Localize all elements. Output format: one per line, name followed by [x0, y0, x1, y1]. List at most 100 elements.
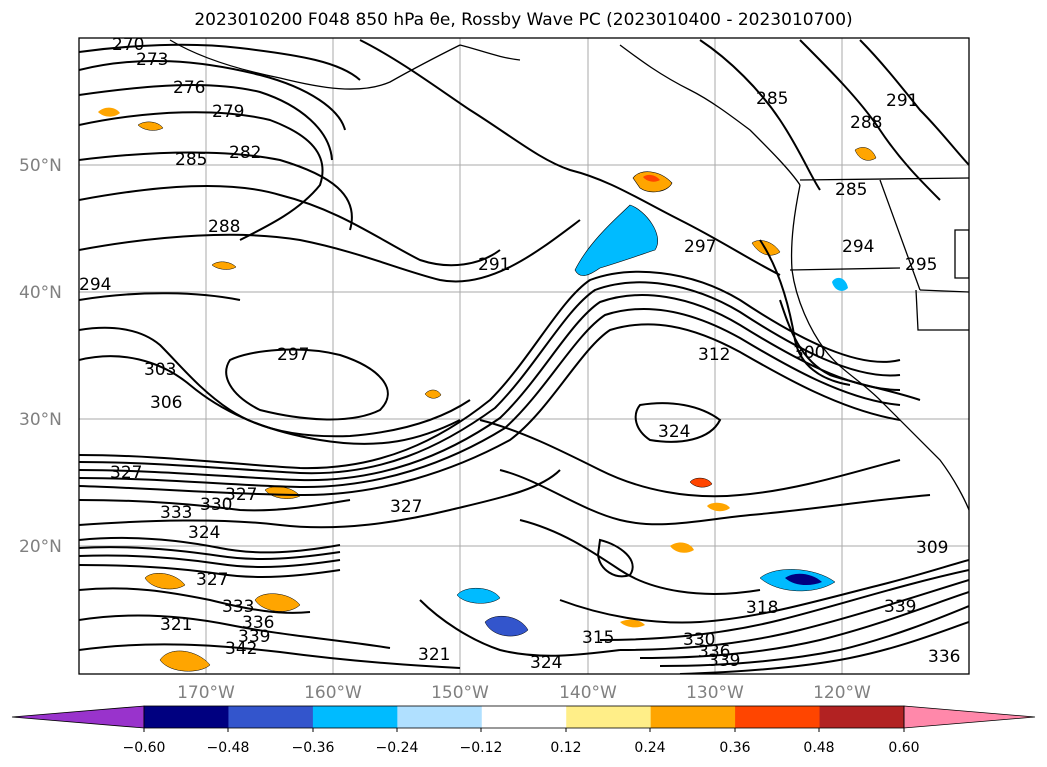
negative-anomaly-patch [484, 615, 529, 637]
contour-label: 330 [683, 630, 715, 650]
colorbar-tick-label: −0.24 [376, 740, 419, 756]
longitude-label: 120°W [813, 683, 871, 703]
contour-label: 342 [225, 639, 257, 659]
colorbar: −0.60 −0.48 −0.36 −0.24 −0.12 0.12 0.24 0.36 0.4… [11, 705, 1036, 756]
latitude-label: 50°N [19, 156, 62, 176]
negative-anomaly-patch [574, 204, 658, 276]
contour-label: 336 [698, 642, 730, 662]
contour-label: 315 [582, 628, 614, 648]
contour-label: 321 [160, 615, 192, 635]
theta-e-contours [79, 39, 969, 674]
contour-label: 339 [884, 597, 916, 617]
colorbar-tick-label: 0.60 [888, 740, 919, 756]
contour-label: 285 [835, 180, 867, 200]
positive-anomaly-patch [424, 389, 442, 399]
positive-anomaly-patch [632, 171, 673, 193]
colorbar-extend-max [903, 705, 1036, 729]
contour-label: 300 [793, 343, 825, 363]
contour-label: 276 [173, 78, 205, 98]
contour-label: 297 [277, 345, 309, 365]
longitude-label: 160°W [304, 683, 362, 703]
contour-label: 270 [112, 35, 144, 55]
longitude-axis: 170°W 160°W 150°W 140°W 130°W 120°W [177, 683, 871, 703]
positive-anomaly-patch [211, 261, 237, 270]
contour-label: 327 [110, 463, 142, 483]
colorbar-tick-label: 0.12 [550, 740, 581, 756]
positive-anomaly-patch [643, 174, 660, 182]
contour-label: 282 [229, 143, 261, 163]
colorbar-segment [650, 706, 736, 728]
contour-label: 336 [928, 647, 960, 667]
contour-label: 327 [196, 570, 228, 590]
coastlines [169, 39, 969, 511]
colorbar-segment [144, 706, 229, 728]
longitude-label: 130°W [686, 683, 744, 703]
positive-anomaly-patch [689, 477, 713, 488]
colorbar-extend-min [11, 705, 145, 729]
positive-anomaly-patch [854, 147, 877, 161]
contour-label: 279 [212, 102, 244, 122]
colorbar-tick-label: 0.48 [803, 740, 834, 756]
longitude-label: 140°W [559, 683, 617, 703]
positive-anomaly-patch [620, 619, 645, 628]
contour-label: 306 [150, 393, 182, 413]
graticule [79, 38, 969, 674]
contour-label: 295 [905, 255, 937, 275]
latitude-label: 30°N [19, 410, 62, 430]
contour-label: 324 [658, 422, 690, 442]
positive-anomaly-patch [159, 650, 211, 672]
colorbar-segment [819, 706, 905, 728]
latitude-axis: 50°N 40°N 30°N 20°N [19, 156, 62, 557]
contour-label: 303 [144, 360, 176, 380]
positive-anomaly-patch [137, 121, 164, 131]
contour-label: 327 [225, 485, 257, 505]
plot-frame [78, 37, 970, 675]
contour-label: 333 [160, 503, 192, 523]
positive-anomaly-patch [98, 107, 120, 117]
contour-label: 291 [478, 255, 510, 275]
contour-label: 312 [698, 345, 730, 365]
colorbar-segment [481, 706, 567, 728]
contour-label: 291 [886, 91, 918, 111]
contour-label: 288 [850, 113, 882, 133]
contour-label: 339 [708, 651, 740, 671]
map-title: 2023010200 F048 850 hPa θe, Rossby Wave … [194, 10, 853, 30]
colorbar-segment [312, 706, 398, 728]
longitude-label: 150°W [431, 683, 489, 703]
latitude-label: 40°N [19, 283, 62, 303]
contour-label: 321 [418, 645, 450, 665]
contour-label: 336 [242, 613, 274, 633]
colorbar-segment [397, 706, 483, 728]
contour-label: 273 [136, 50, 168, 70]
colorbar-segment [735, 706, 821, 728]
contour-label: 324 [188, 523, 220, 543]
contour-label: 333 [222, 597, 254, 617]
contour-label: 309 [916, 538, 948, 558]
positive-anomaly-patch [670, 542, 694, 553]
colorbar-tick-label: −0.12 [460, 740, 503, 756]
latitude-label: 20°N [19, 537, 62, 557]
contour-label-group: 270 273 276 279 282 285 288 291 294 297 … [79, 35, 960, 673]
contour-label: 294 [79, 275, 111, 295]
colorbar-segment [228, 706, 314, 728]
colorbar-frame [143, 705, 905, 729]
colorbar-tick-label: 0.24 [634, 740, 665, 756]
contour-label: 324 [530, 653, 562, 673]
colorbar-segment [566, 706, 652, 728]
contour-label: 327 [390, 497, 422, 517]
negative-anomaly-patch [456, 588, 501, 604]
colorbar-tick-label: 0.36 [719, 740, 750, 756]
colorbar-tick-label: −0.36 [292, 740, 335, 756]
colorbar-tick-label: −0.60 [123, 740, 166, 756]
contour-label: 318 [746, 598, 778, 618]
positive-anomaly-patch [254, 593, 301, 612]
colorbar-tick-label: −0.48 [207, 740, 250, 756]
negative-anomaly-patch [832, 277, 848, 291]
contour-label: 285 [175, 150, 207, 170]
contour-label: 288 [208, 217, 240, 237]
positive-anomaly-patch [707, 502, 730, 512]
contour-label: 330 [200, 495, 232, 515]
anomaly-shading [98, 107, 877, 672]
negative-anomaly-patch [785, 573, 822, 586]
positive-anomaly-patch [144, 573, 186, 590]
